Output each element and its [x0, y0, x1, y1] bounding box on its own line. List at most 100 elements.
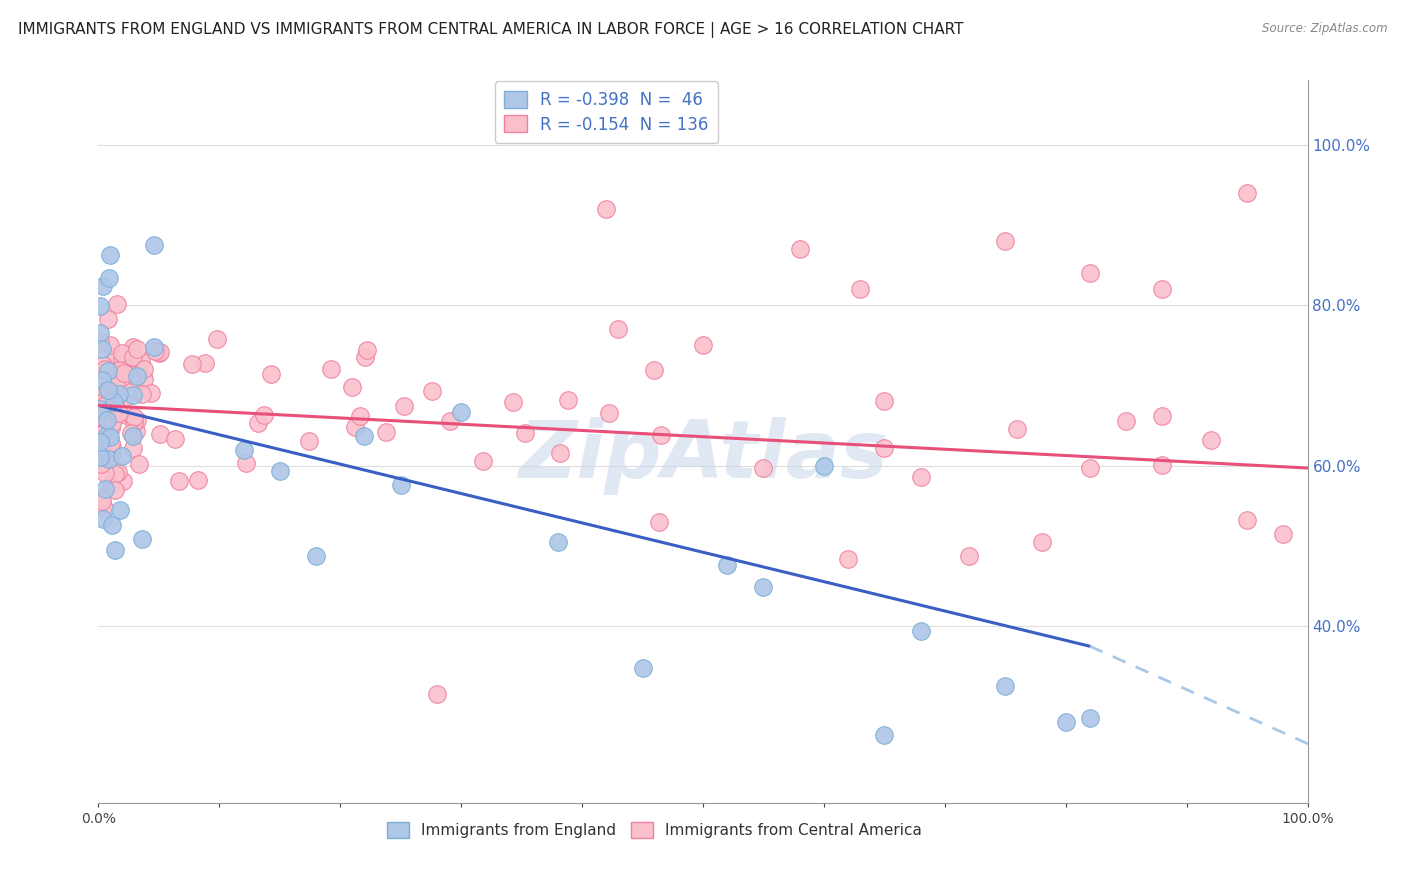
Point	[389, 478, 412, 492]
Point	[89, 434, 111, 449]
Point	[648, 516, 671, 530]
Point	[91, 414, 114, 428]
Point	[97, 384, 120, 398]
Point	[643, 363, 665, 377]
Text: ZipAtlas: ZipAtlas	[517, 417, 889, 495]
Point	[1115, 414, 1137, 428]
Point	[100, 371, 122, 385]
Point	[181, 357, 204, 371]
Point	[107, 363, 129, 377]
Point	[125, 342, 148, 356]
Point	[165, 432, 187, 446]
Point	[111, 450, 134, 464]
Point	[98, 338, 121, 352]
Point	[90, 439, 112, 453]
Point	[1152, 409, 1174, 424]
Point	[513, 425, 536, 440]
Point	[120, 426, 142, 441]
Point	[125, 413, 148, 427]
Legend: Immigrants from England, Immigrants from Central America: Immigrants from England, Immigrants from…	[380, 814, 929, 846]
Point	[910, 470, 932, 484]
Point	[98, 270, 121, 285]
Point	[142, 340, 165, 354]
Point	[502, 395, 524, 409]
Point	[97, 451, 120, 466]
Point	[90, 403, 112, 417]
Point	[112, 366, 135, 380]
Point	[118, 381, 141, 395]
Point	[101, 440, 124, 454]
Point	[426, 687, 449, 701]
Point	[110, 502, 132, 516]
Point	[349, 409, 371, 423]
Point	[420, 384, 443, 398]
Point	[692, 338, 714, 352]
Point	[89, 409, 111, 424]
Point	[1152, 282, 1174, 296]
Point	[100, 436, 122, 450]
Point	[104, 398, 127, 412]
Point	[94, 483, 117, 497]
Point	[89, 428, 111, 442]
Point	[375, 425, 398, 439]
Point	[108, 406, 131, 420]
Point	[1272, 526, 1295, 541]
Point	[91, 427, 114, 442]
Point	[89, 491, 111, 505]
Point	[548, 445, 571, 459]
Point	[321, 362, 343, 376]
Point	[93, 279, 115, 293]
Point	[94, 362, 117, 376]
Point	[547, 535, 569, 549]
Point	[260, 367, 283, 381]
Point	[910, 624, 932, 639]
Point	[298, 434, 321, 449]
Point	[89, 450, 111, 465]
Point	[91, 417, 114, 431]
Point	[595, 202, 617, 216]
Point	[89, 401, 111, 416]
Point	[1007, 421, 1029, 435]
Point	[246, 416, 269, 430]
Point	[139, 386, 162, 401]
Point	[132, 361, 155, 376]
Point	[89, 450, 111, 464]
Point	[128, 457, 150, 471]
Point	[1236, 513, 1258, 527]
Point	[91, 359, 114, 373]
Point	[89, 326, 111, 340]
Point	[104, 467, 127, 482]
Point	[1031, 535, 1053, 549]
Point	[450, 405, 472, 419]
Point	[149, 345, 172, 359]
Point	[143, 238, 166, 252]
Point	[90, 401, 112, 415]
Point	[813, 458, 835, 473]
Point	[104, 376, 127, 390]
Point	[122, 350, 145, 364]
Point	[187, 473, 209, 487]
Point	[98, 429, 121, 443]
Point	[90, 457, 112, 471]
Point	[167, 475, 190, 489]
Point	[716, 558, 738, 572]
Point	[439, 414, 461, 428]
Point	[96, 363, 118, 377]
Point	[122, 388, 145, 402]
Text: Source: ZipAtlas.com: Source: ZipAtlas.com	[1263, 22, 1388, 36]
Point	[344, 420, 367, 434]
Point	[122, 429, 145, 443]
Point	[650, 428, 672, 442]
Point	[1199, 433, 1222, 447]
Point	[111, 352, 134, 367]
Point	[125, 424, 148, 438]
Point	[100, 518, 122, 533]
Point	[873, 728, 896, 742]
Point	[472, 454, 495, 468]
Point	[94, 466, 117, 480]
Point	[235, 456, 257, 470]
Point	[631, 661, 654, 675]
Point	[149, 427, 172, 442]
Text: IMMIGRANTS FROM ENGLAND VS IMMIGRANTS FROM CENTRAL AMERICA IN LABOR FORCE | AGE : IMMIGRANTS FROM ENGLAND VS IMMIGRANTS FR…	[18, 22, 963, 38]
Point	[115, 409, 138, 423]
